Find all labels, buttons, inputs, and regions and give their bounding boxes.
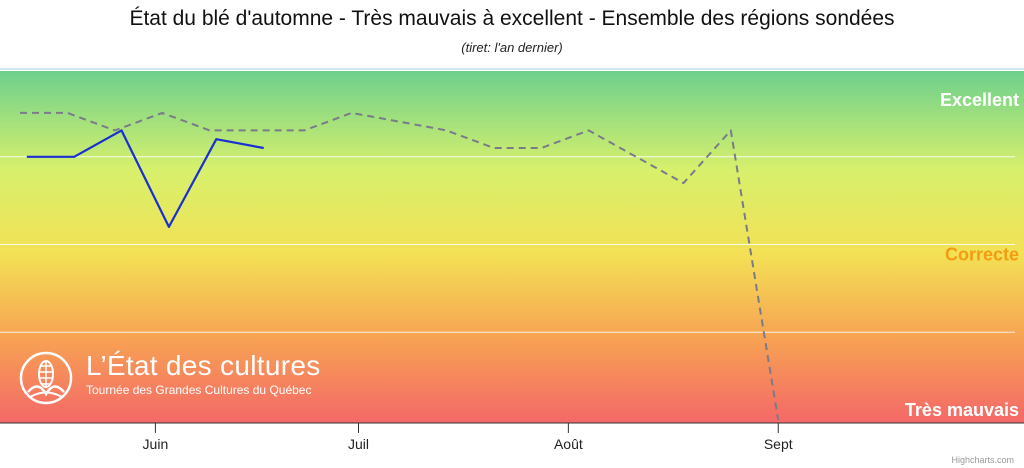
x-tick-label: Juin <box>143 436 169 452</box>
watermark-title: L’État des cultures <box>86 350 321 381</box>
band-label: Correcte <box>945 245 1019 265</box>
corn-logo-icon <box>19 351 73 405</box>
series-line-dashed <box>20 111 780 421</box>
band-label: Très mauvais <box>905 400 1019 420</box>
band-labels: Excellent Correcte Très mauvais <box>905 90 1019 420</box>
plot-background <box>0 71 1024 423</box>
x-tick-label: Août <box>554 436 583 452</box>
watermark-subtitle: Tournée des Grandes Cultures du Québec <box>86 383 312 397</box>
x-tick-label: Sept <box>764 436 793 452</box>
chart-subtitle: (tiret: l'an dernier) <box>461 40 563 55</box>
band-label: Excellent <box>940 90 1019 110</box>
series-group <box>20 111 780 421</box>
grid-lines <box>0 156 1015 333</box>
credits-link[interactable]: Highcharts.com <box>951 455 1014 465</box>
x-axis-ticks: Juin Juil Août Sept <box>143 423 793 452</box>
series-line-solid <box>26 129 264 228</box>
x-tick-label: Juil <box>348 436 369 452</box>
chart-title: État du blé d'automne - Très mauvais à e… <box>129 7 895 30</box>
watermark: L’État des cultures Tournée des Grandes … <box>18 350 338 410</box>
